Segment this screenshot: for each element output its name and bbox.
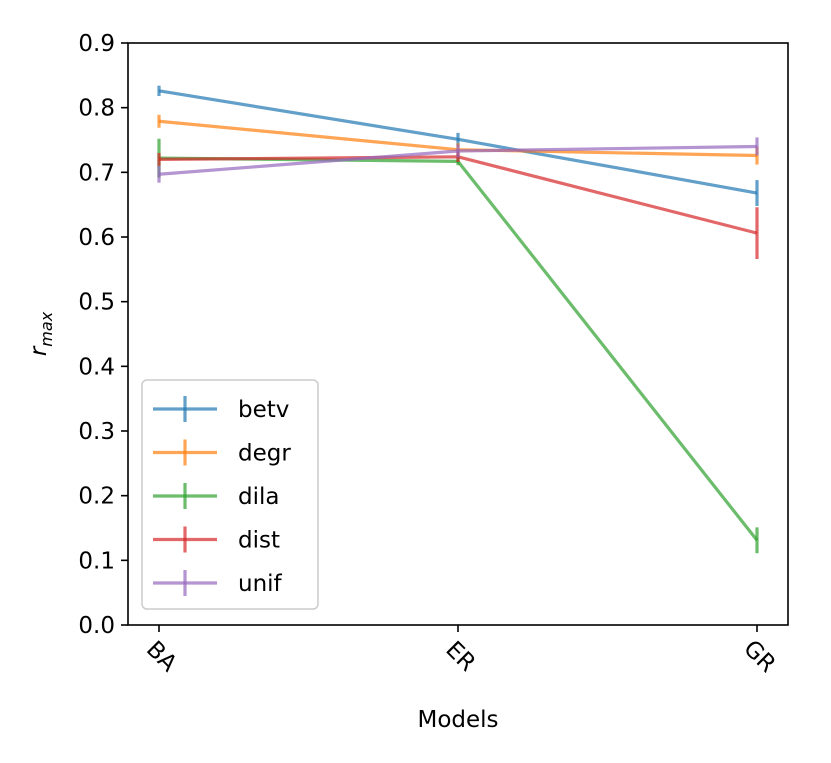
legend-item-dila: dila xyxy=(153,483,279,510)
y-tick-label: 0.0 xyxy=(78,613,115,639)
y-tick-label: 0.1 xyxy=(78,548,115,574)
y-tick-label: 0.4 xyxy=(78,354,115,380)
y-tick-label: 0.6 xyxy=(78,225,115,251)
y-tick-label: 0.3 xyxy=(78,419,115,445)
y-axis-label: rmax xyxy=(26,311,56,356)
y-tick-label: 0.7 xyxy=(78,160,115,186)
x-axis-label: Models xyxy=(417,707,498,733)
legend-label-betv: betv xyxy=(238,397,289,423)
legend-item-unif: unif xyxy=(153,570,283,597)
legend-item-degr: degr xyxy=(153,439,291,467)
legend-label-dist: dist xyxy=(238,528,280,554)
legend-item-betv: betv xyxy=(153,396,289,423)
x-tick-label-GR: GR xyxy=(738,635,780,677)
x-tick-label-ER: ER xyxy=(440,637,480,677)
series-unif xyxy=(157,137,759,183)
y-tick-label: 0.8 xyxy=(78,96,115,122)
y-axis-label-sub: max xyxy=(37,311,56,346)
legend-label-unif: unif xyxy=(238,571,283,597)
y-tick-label: 0.5 xyxy=(78,290,115,316)
y-axis-label-main: r xyxy=(26,345,52,356)
legend-item-dist: dist xyxy=(153,526,280,554)
y-tick-label: 0.9 xyxy=(78,31,115,57)
x-tick-label-BA: BA xyxy=(141,636,182,677)
y-tick-label: 0.2 xyxy=(78,484,115,510)
legend-label-degr: degr xyxy=(238,441,291,467)
legend-label-dila: dila xyxy=(238,484,279,510)
